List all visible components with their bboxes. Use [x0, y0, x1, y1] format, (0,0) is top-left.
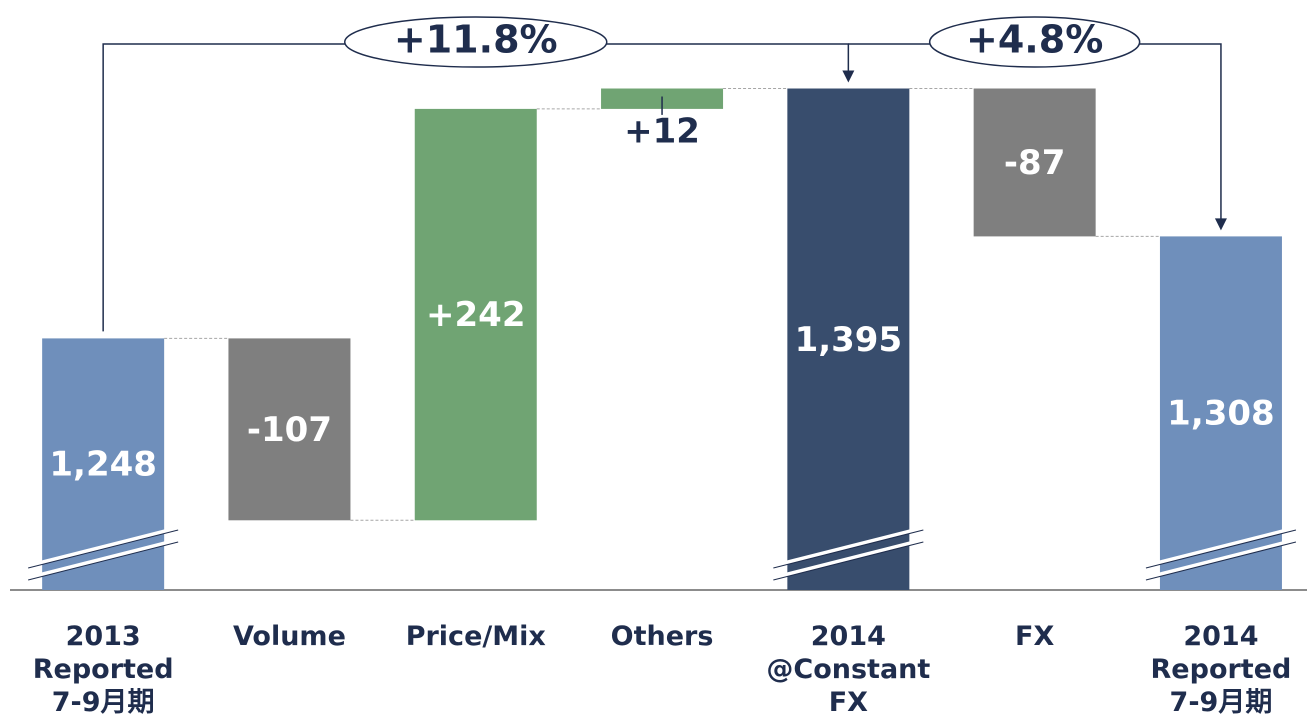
axis-break-edge — [28, 541, 179, 581]
value-label: 1,395 — [795, 320, 903, 360]
annotation-bubble — [928, 16, 1141, 68]
annotation-bubble — [344, 16, 608, 68]
value-label: 1,248 — [49, 445, 157, 485]
x-tick-label: Others — [610, 621, 714, 652]
bar — [787, 88, 910, 590]
axis-break-edge — [773, 529, 924, 569]
axis-break-edge — [1145, 529, 1297, 569]
value-label: -87 — [1004, 143, 1065, 183]
value-label: +12 — [624, 111, 700, 151]
arrow-head — [1214, 218, 1227, 231]
axis-break-edge — [28, 529, 179, 569]
x-tick-label: Volume — [232, 621, 346, 652]
x-tick-label: Price/Mix — [405, 621, 546, 652]
bar — [1159, 236, 1282, 590]
bar — [414, 108, 537, 521]
value-label: 1,308 — [1167, 394, 1275, 434]
axis-break-edge — [773, 541, 924, 581]
arrow-head — [842, 70, 855, 83]
axis-break — [1145, 538, 1297, 580]
annotation: +11.8% — [394, 18, 558, 62]
axis-break — [1145, 526, 1297, 568]
x-tick-label: 2013 Reported 7-9月期 — [32, 621, 174, 718]
axis-break-edge — [1145, 541, 1297, 581]
axis-break — [27, 538, 179, 580]
x-tick-label: 2014 @Constant FX — [766, 621, 931, 718]
x-tick-label: FX — [1015, 621, 1055, 652]
axis-break — [772, 526, 924, 568]
bar — [228, 338, 351, 521]
value-label: +242 — [426, 295, 525, 335]
value-label: -107 — [247, 410, 332, 450]
axis-break — [772, 538, 924, 580]
axis-break — [27, 526, 179, 568]
x-tick-label: 2014 Reported 7-9月期 — [1150, 621, 1292, 718]
bar — [973, 88, 1096, 237]
annotation: +4.8% — [966, 18, 1103, 62]
